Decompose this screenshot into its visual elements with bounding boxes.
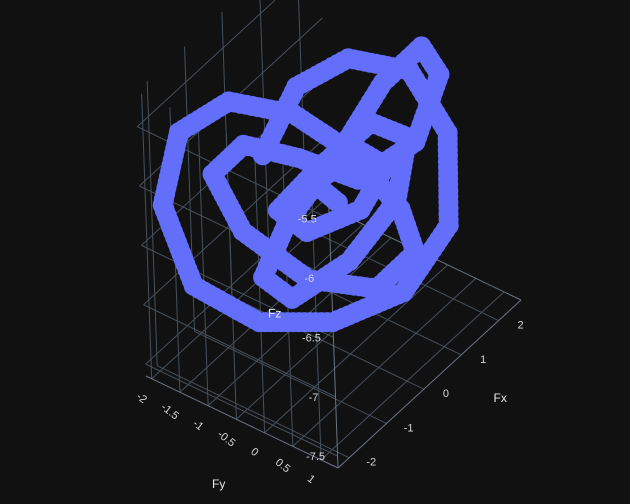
x-tick-label: 1 (480, 354, 486, 366)
x-tick-label: -2 (366, 457, 376, 469)
side-grid-line-y (197, 120, 209, 406)
back-grid-line-x (146, 80, 158, 366)
y-tick-label: -2 (134, 391, 149, 406)
side-grid-line-y (254, 147, 266, 433)
z-axis-title: Fz (268, 307, 281, 321)
side-grid-line-y (225, 134, 237, 420)
floor-grid-line-y (179, 223, 364, 393)
y-axis-line (145, 375, 339, 469)
floor-grid-line-y (292, 277, 477, 447)
x-tick-label: 2 (518, 320, 524, 332)
side-grid-line-y (141, 93, 153, 379)
z-tick-label: -7 (309, 392, 319, 404)
z-tick-label: -7.5 (306, 451, 325, 463)
back-grid-line-z (136, 0, 276, 127)
x-axis-line (337, 299, 522, 469)
side-grid-line-z (145, 363, 338, 457)
z-tick-label: -6.5 (302, 332, 321, 344)
z-tick-label: -5.5 (298, 214, 317, 226)
y-tick-label: 1 (305, 473, 317, 486)
back-grid-line-x (259, 0, 270, 263)
y-tick-label: 0.5 (273, 457, 292, 476)
y-axis-title: Fy (212, 477, 225, 491)
y-tick-label: -1.5 (159, 401, 181, 422)
floor-grid-line-y (320, 291, 505, 461)
floor-grid-line-y (264, 264, 448, 434)
floor-grid-line-x (156, 365, 350, 459)
y-tick-label: -1 (190, 418, 205, 433)
x-tick-label: 0 (443, 388, 449, 400)
points-layer (152, 36, 459, 333)
z-tick-label: -6 (304, 273, 314, 285)
side-grid-line-z (143, 304, 336, 398)
data-point (327, 192, 348, 213)
y-tick-label: -0.5 (215, 428, 237, 449)
y-tick-label: 0 (248, 446, 260, 459)
x-axis-title: Fx (494, 391, 507, 405)
x-tick-label: -1 (404, 422, 414, 434)
